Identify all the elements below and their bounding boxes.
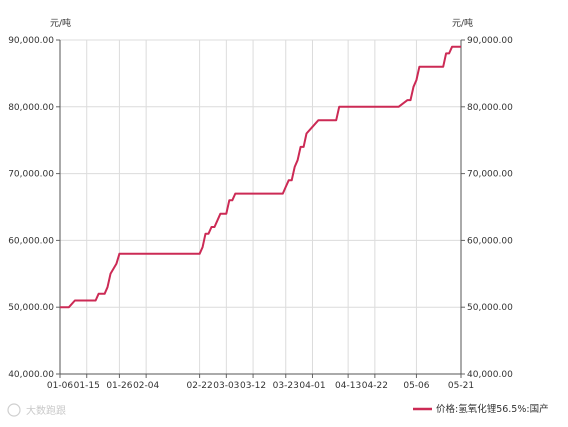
y-tick-label-right: 90,000.00 <box>467 36 513 46</box>
y-tick-label-left: 80,000.00 <box>8 103 54 113</box>
axes <box>56 39 465 378</box>
y-tick-label-right: 80,000.00 <box>467 103 513 113</box>
watermark-text: 大数跑跟 <box>26 404 66 417</box>
grid <box>59 39 462 375</box>
x-tick-label: 03-03 <box>213 381 239 391</box>
legend-label: 价格:氢氧化锂56.5%:国产 <box>436 403 549 415</box>
watermark-logo-icon <box>7 403 21 417</box>
x-tick-label: 05-21 <box>448 381 474 391</box>
series-line[interactable] <box>60 45 461 309</box>
x-tick-label: 01-26 <box>106 381 132 391</box>
y-tick-labels-right: 40,000.00 50,000.00 60,000.00 70,000.00 80,0… <box>467 36 513 380</box>
y-axis-unit-left: 元/吨 <box>50 17 71 29</box>
x-tick-label: 04-13 <box>335 381 361 391</box>
y-tick-label-left: 70,000.00 <box>8 170 54 180</box>
x-tick-label: 02-04 <box>133 381 159 391</box>
series-group <box>60 45 461 309</box>
y-tick-label-right: 70,000.00 <box>467 170 513 180</box>
y-tick-label-left: 50,000.00 <box>8 303 54 313</box>
x-tick-label: 03-23 <box>273 381 299 391</box>
y-tick-label-right: 50,000.00 <box>467 303 513 313</box>
x-tick-label: 04-22 <box>362 381 388 391</box>
y-tick-label-left: 90,000.00 <box>8 36 54 46</box>
x-tick-label: 02-22 <box>187 381 213 391</box>
x-tick-label: 04-01 <box>299 381 325 391</box>
y-tick-labels-left: 40,000.00 50,000.00 60,000.00 70,000.00 80,0… <box>8 36 54 380</box>
x-tick-label: 05-06 <box>403 381 429 391</box>
x-tick-label: 01-06 <box>47 381 73 391</box>
x-tick-label: 03-12 <box>240 381 266 391</box>
y-axis-unit-right: 元/吨 <box>452 17 473 29</box>
watermark: 大数跑跟 <box>7 403 66 417</box>
legend[interactable]: 价格:氢氧化锂56.5%:国产 <box>413 403 549 415</box>
x-tick-label: 01-15 <box>74 381 100 391</box>
y-tick-label-left: 60,000.00 <box>8 236 54 246</box>
x-tick-labels: 01-06 01-15 01-26 02-04 02-22 03-03 03-12 03-23… <box>47 381 474 391</box>
y-tick-label-right: 60,000.00 <box>467 236 513 246</box>
y-tick-label-right: 40,000.00 <box>467 370 513 380</box>
y-tick-label-left: 40,000.00 <box>8 370 54 380</box>
